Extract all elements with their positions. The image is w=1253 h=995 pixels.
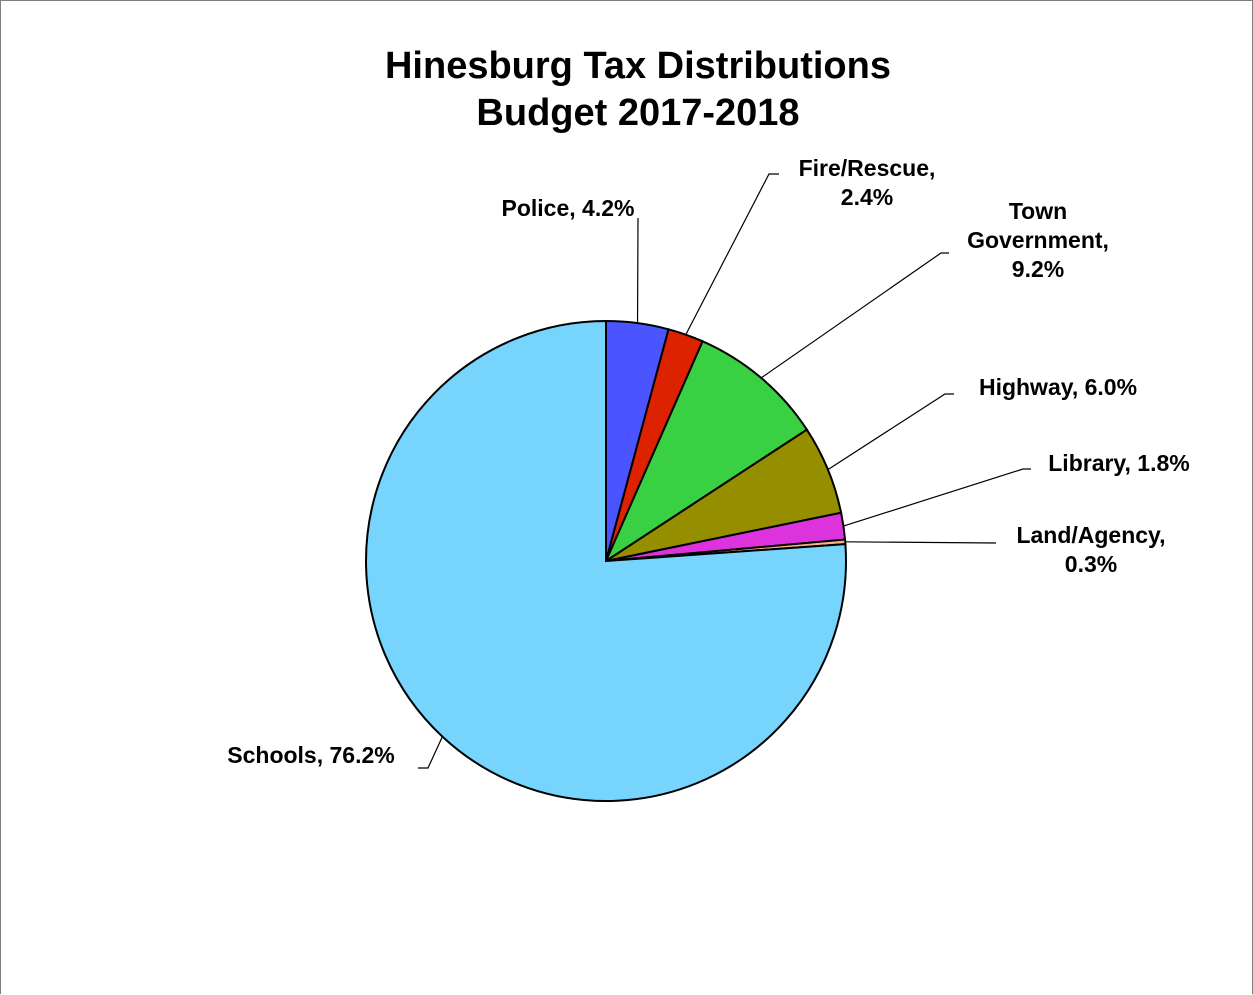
data-label-schools: Schools, 76.2% xyxy=(227,742,394,768)
data-label-police: Police, 4.2% xyxy=(502,195,635,221)
leader-line-library xyxy=(843,469,1031,526)
data-label-line: Town xyxy=(1009,198,1067,224)
pie-slices xyxy=(366,321,846,801)
leader-line-highway xyxy=(828,394,954,470)
leader-line-fire-rescue xyxy=(686,174,779,335)
data-label-line: Highway, 6.0% xyxy=(979,374,1137,400)
data-label-line: 9.2% xyxy=(1012,256,1064,282)
data-label-fire-rescue: Fire/Rescue, 2.4% xyxy=(799,155,936,210)
data-label-line: 2.4% xyxy=(841,184,893,210)
chart-title-line-2: Budget 2017-2018 xyxy=(476,92,799,134)
data-label-line: Fire/Rescue, xyxy=(799,155,936,181)
leader-line-town-government xyxy=(761,253,949,378)
leader-line-land-agency xyxy=(845,542,996,543)
data-label-line: Schools, 76.2% xyxy=(227,742,394,768)
data-label-line: Library, 1.8% xyxy=(1048,450,1189,476)
data-label-land-agency: Land/Agency, 0.3% xyxy=(1016,522,1165,577)
data-label-line: Land/Agency, xyxy=(1016,522,1165,548)
data-label-line: 0.3% xyxy=(1065,551,1117,577)
data-label-town-government: Town Government, 9.2% xyxy=(967,198,1109,282)
chart-title-line-1: Hinesburg Tax Distributions xyxy=(385,45,891,87)
data-label-line: Government, xyxy=(967,227,1109,253)
leader-line-schools xyxy=(418,737,442,768)
data-label-highway: Highway, 6.0% xyxy=(979,374,1137,400)
data-label-line: Police, 4.2% xyxy=(502,195,635,221)
data-label-library: Library, 1.8% xyxy=(1048,450,1189,476)
